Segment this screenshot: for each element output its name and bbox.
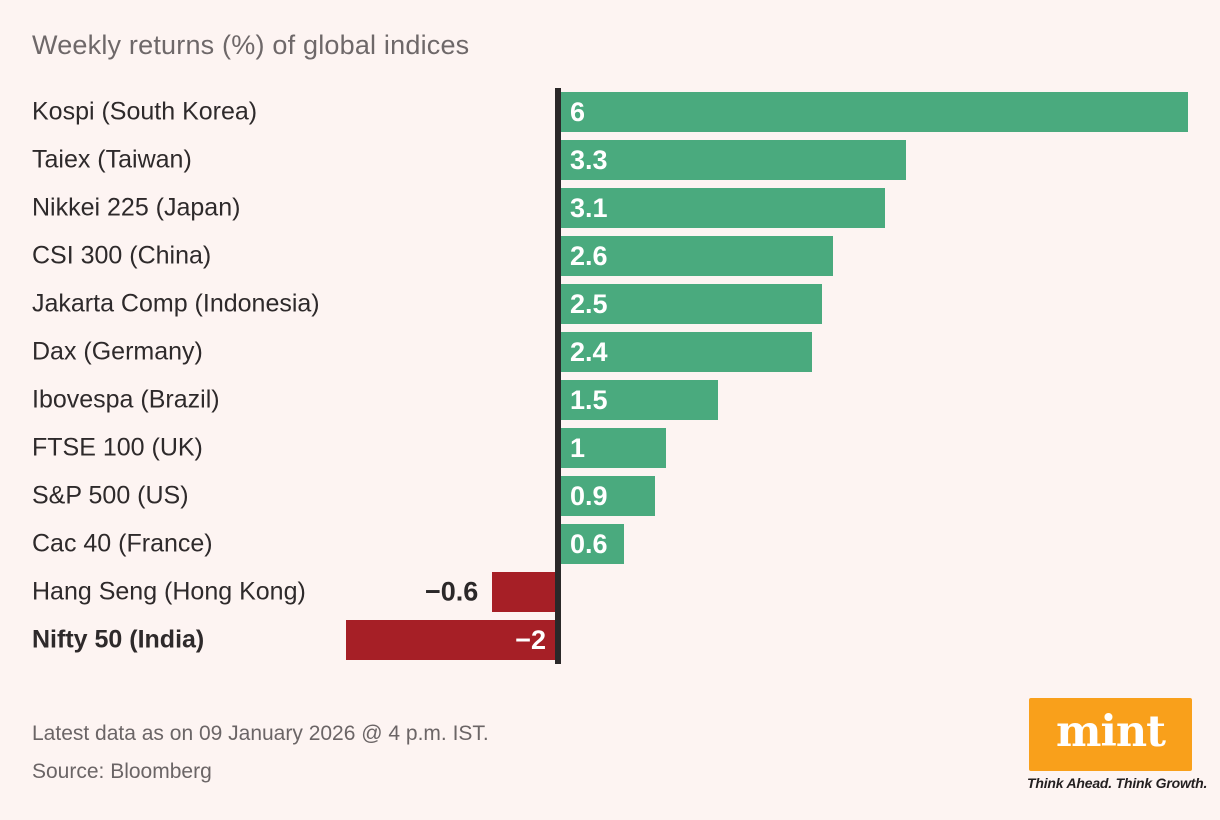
chart-row: Dax (Germany) 2.4 bbox=[0, 328, 1220, 376]
category-label: Nikkei 225 (Japan) bbox=[32, 193, 241, 222]
bar-value-label: 3.3 bbox=[570, 144, 608, 175]
chart-row: Jakarta Comp (Indonesia) 2.5 bbox=[0, 280, 1220, 328]
category-label: Cac 40 (France) bbox=[32, 529, 213, 558]
chart-row: Hang Seng (Hong Kong) −0.6 bbox=[0, 568, 1220, 616]
category-label: Kospi (South Korea) bbox=[32, 97, 258, 126]
category-label: Jakarta Comp (Indonesia) bbox=[32, 289, 320, 318]
chart-row: Nifty 50 (India) −2 bbox=[0, 616, 1220, 664]
category-label: S&P 500 (US) bbox=[32, 481, 189, 510]
chart-row: FTSE 100 (UK) 1 bbox=[0, 424, 1220, 472]
category-label: Nifty 50 (India) bbox=[32, 625, 205, 654]
zero-axis-line bbox=[555, 88, 561, 664]
bar-value-label: 1.5 bbox=[570, 384, 608, 415]
bar-positive: 0.9 bbox=[561, 476, 656, 516]
bar-value-label: −0.6 bbox=[425, 576, 479, 607]
category-label: FTSE 100 (UK) bbox=[32, 433, 203, 462]
chart-row: CSI 300 (China) 2.6 bbox=[0, 232, 1220, 280]
bar-value-label: 2.6 bbox=[570, 240, 608, 271]
category-label: Taiex (Taiwan) bbox=[32, 145, 192, 174]
bar-value-label: 1 bbox=[570, 432, 586, 463]
bar-negative bbox=[492, 572, 555, 612]
bar-chart: Kospi (South Korea) 6 Taiex (Taiwan) 3.3 Nik… bbox=[0, 88, 1220, 664]
category-label: CSI 300 (China) bbox=[32, 241, 212, 270]
bar-positive: 2.6 bbox=[561, 236, 833, 276]
bar-value-label: −2 bbox=[515, 624, 546, 655]
chart-row: Nikkei 225 (Japan) 3.1 bbox=[0, 184, 1220, 232]
brand-tagline: Think Ahead. Think Growth. bbox=[1027, 775, 1208, 791]
bar-value-label: 0.6 bbox=[570, 528, 608, 559]
chart-row: Ibovespa (Brazil) 1.5 bbox=[0, 376, 1220, 424]
bar-positive: 2.4 bbox=[561, 332, 812, 372]
bar-positive: 2.5 bbox=[561, 284, 823, 324]
data-note: Latest data as on 09 January 2026 @ 4 p.… bbox=[32, 722, 489, 745]
category-label: Dax (Germany) bbox=[32, 337, 203, 366]
category-label: Ibovespa (Brazil) bbox=[32, 385, 220, 414]
chart-row: Cac 40 (France) 0.6 bbox=[0, 520, 1220, 568]
bar-positive: 6 bbox=[561, 92, 1188, 132]
mint-logo: mint bbox=[1029, 698, 1192, 771]
chart-row: Taiex (Taiwan) 3.3 bbox=[0, 136, 1220, 184]
source-credit: Source: Bloomberg bbox=[32, 760, 212, 783]
bar-negative: −2 bbox=[346, 620, 555, 660]
bar-positive: 1.5 bbox=[561, 380, 718, 420]
bar-value-label: 2.4 bbox=[570, 336, 608, 367]
bar-value-label: 2.5 bbox=[570, 288, 608, 319]
bar-value-label: 6 bbox=[570, 96, 586, 127]
chart-row: S&P 500 (US) 0.9 bbox=[0, 472, 1220, 520]
bar-positive: 1 bbox=[561, 428, 666, 468]
category-label: Hang Seng (Hong Kong) bbox=[32, 577, 306, 606]
bar-value-label: 3.1 bbox=[570, 192, 608, 223]
bar-positive: 3.3 bbox=[561, 140, 906, 180]
mint-logo-text: mint bbox=[1056, 707, 1166, 757]
bar-value-label: 0.9 bbox=[570, 480, 608, 511]
bar-positive: 3.1 bbox=[561, 188, 885, 228]
chart-row: Kospi (South Korea) 6 bbox=[0, 88, 1220, 136]
bar-positive: 0.6 bbox=[561, 524, 624, 564]
chart-title: Weekly returns (%) of global indices bbox=[32, 30, 470, 60]
